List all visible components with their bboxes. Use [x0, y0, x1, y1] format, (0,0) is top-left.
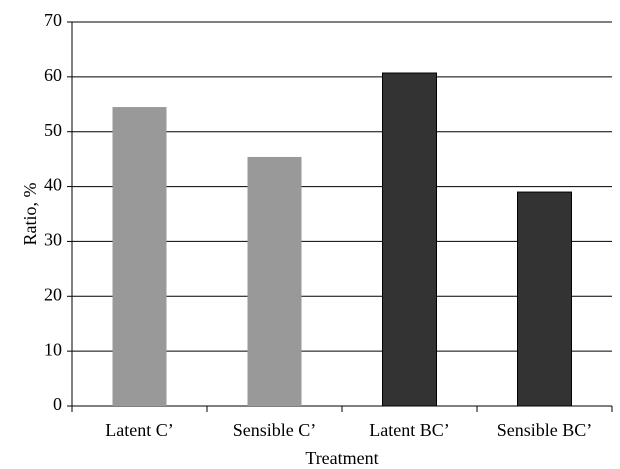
- y-tick-label: 20: [44, 284, 62, 304]
- x-tick-label: Latent BC’: [369, 420, 449, 440]
- y-tick-label: 60: [44, 65, 62, 85]
- y-tick-label: 40: [44, 175, 62, 195]
- x-axis-label: Treatment: [305, 448, 378, 468]
- y-tick-label: 30: [44, 230, 62, 250]
- y-tick-label: 0: [53, 394, 62, 414]
- y-tick-label: 70: [44, 10, 62, 30]
- bar: [112, 107, 167, 407]
- x-tick-label: Latent C’: [105, 420, 173, 440]
- y-tick-label: 50: [44, 120, 62, 140]
- x-tick-label: Sensible C’: [233, 420, 317, 440]
- x-tick-label: Sensible BC’: [497, 420, 593, 440]
- bar: [247, 156, 302, 406]
- bar: [517, 191, 572, 407]
- bar: [382, 72, 437, 407]
- y-axis-label: Ratio, %: [20, 183, 40, 246]
- y-tick-label: 10: [44, 339, 62, 359]
